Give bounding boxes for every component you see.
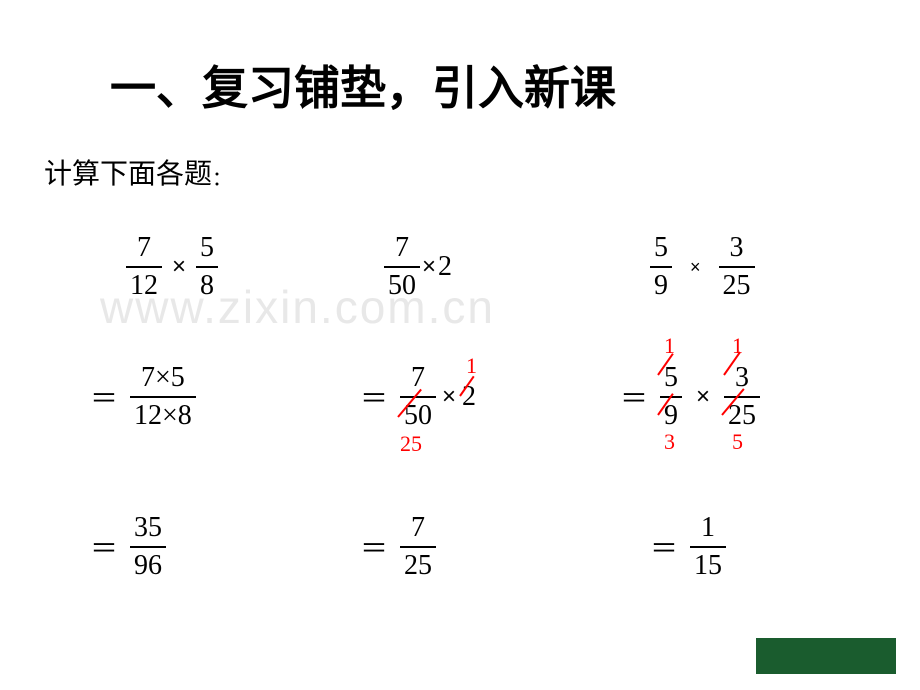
denominator: 25 [719, 268, 755, 304]
p1-step1: ＝ 7×5 12×8 [90, 360, 196, 435]
equals: ＝ [360, 527, 388, 567]
p2-expression: 7 50 × 2 [384, 230, 452, 305]
page-title: 一、复习铺垫，引入新课 [110, 52, 616, 118]
footer-box [756, 638, 896, 674]
denominator: 9 [650, 268, 672, 304]
numerator: 7 [133, 230, 155, 266]
fraction: 5 9 [650, 230, 672, 305]
p2-result: ＝ 7 25 [360, 510, 436, 585]
p2-step1: ＝ 7 50 25 × 2 1 [360, 360, 476, 435]
fraction: 5 9 1 3 [660, 360, 682, 435]
fraction: 7 25 [400, 510, 436, 585]
fraction: 7 50 25 [400, 360, 436, 435]
numerator: 7×5 [137, 360, 189, 396]
reduce-annotation: 3 [664, 428, 675, 457]
reduce-annotation: 5 [732, 428, 743, 457]
denominator: 15 [690, 548, 726, 584]
fraction: 3 25 1 5 [724, 360, 760, 435]
multiply-op: × [422, 253, 436, 281]
fraction: 7×5 12×8 [130, 360, 196, 435]
reduce-annotation: 1 [664, 332, 675, 361]
numerator: 7 [407, 510, 429, 546]
fraction: 35 96 [130, 510, 166, 585]
denominator: 50 [384, 268, 420, 304]
reduce-annotation: 1 [732, 332, 743, 361]
denominator: 96 [130, 548, 166, 584]
numerator: 5 [196, 230, 218, 266]
multiply-op: × [690, 257, 701, 278]
denominator: 12 [126, 268, 162, 304]
p3-expression: 5 9 × 3 25 [650, 230, 755, 305]
p3-result: ＝ 1 15 [650, 510, 726, 585]
fraction: 7 50 [384, 230, 420, 305]
multiply-op: × [172, 253, 186, 281]
instruction-text: 计算下面各题： [44, 152, 232, 192]
p3-step1: ＝ 5 9 1 3 × 3 25 1 5 [620, 360, 760, 435]
reduce-annotation: 1 [466, 353, 477, 379]
instruction-colon: ： [212, 168, 232, 190]
multiply-op: × [696, 383, 710, 411]
numerator: 5 [650, 230, 672, 266]
numerator: 35 [130, 510, 166, 546]
equals: ＝ [90, 527, 118, 567]
denominator: 8 [196, 268, 218, 304]
denominator: 25 [400, 548, 436, 584]
reduce-annotation: 25 [400, 430, 422, 459]
equals: ＝ [620, 377, 648, 417]
whole-number: 2 1 [462, 381, 476, 413]
numerator: 1 [697, 510, 719, 546]
fraction: 7 12 [126, 230, 162, 305]
equals: ＝ [650, 527, 678, 567]
fraction: 5 8 [196, 230, 218, 305]
fraction: 1 15 [690, 510, 726, 585]
p1-result: ＝ 35 96 [90, 510, 166, 585]
equals: ＝ [90, 377, 118, 417]
multiply-op: × [442, 383, 456, 411]
numerator: 3 [726, 230, 748, 266]
equals: ＝ [360, 377, 388, 417]
numerator: 7 [391, 230, 413, 266]
instruction-main: 计算下面各题 [44, 159, 212, 190]
denominator: 12×8 [130, 398, 196, 434]
p1-expression: 7 12 × 5 8 [126, 230, 218, 305]
whole-number: 2 [438, 251, 452, 283]
fraction: 3 25 [719, 230, 755, 305]
